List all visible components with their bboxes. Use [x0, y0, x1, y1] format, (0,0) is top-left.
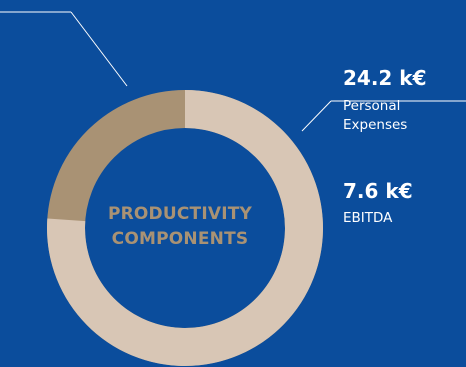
center-label-line-2: COMPONENTS	[111, 229, 249, 249]
personal-expenses-label: Personal Expenses	[343, 98, 408, 133]
leader-line-personal-expenses	[301, 100, 332, 132]
donut-center-label: PRODUCTIVITY COMPONENTS	[80, 202, 280, 252]
center-label-line-1: PRODUCTIVITY	[107, 204, 253, 224]
leader-line-top-diagonal	[70, 11, 128, 87]
ebitda-label: EBITDA	[343, 210, 393, 226]
ebitda-value: 7.6 k€	[343, 179, 413, 203]
personal-expenses-value: 24.2 k€	[343, 66, 427, 90]
